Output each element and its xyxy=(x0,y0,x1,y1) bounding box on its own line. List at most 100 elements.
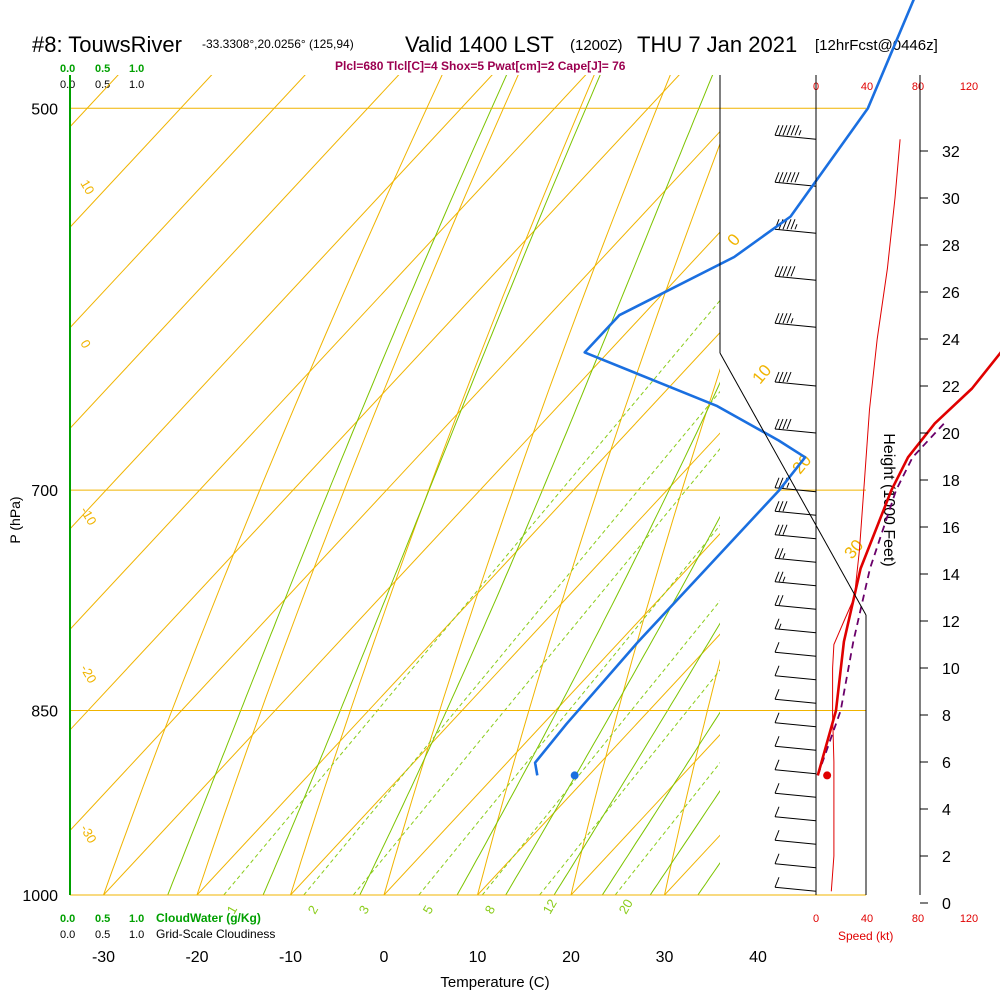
barb-feather xyxy=(787,125,791,135)
adiabat-label-3: -20 xyxy=(77,662,99,686)
isotherm--30 xyxy=(3,0,1000,1000)
height-tick-30: 30 xyxy=(942,191,960,208)
barb-half-feather xyxy=(799,130,801,135)
barb-feather xyxy=(791,266,795,276)
barb-staff xyxy=(775,182,816,186)
height-tick-18: 18 xyxy=(942,473,960,490)
mixing-line-12 xyxy=(540,0,1000,895)
wind-barb-14 xyxy=(775,548,816,562)
height-tick-24: 24 xyxy=(942,332,960,349)
barb-feather xyxy=(783,501,787,511)
barb-feather xyxy=(775,619,779,629)
adiabat-label-0: 10 xyxy=(77,177,97,197)
barb-feather xyxy=(787,372,791,382)
wind-barb-12 xyxy=(775,595,816,609)
mixing-label-6: 20 xyxy=(616,896,636,916)
barb-feather xyxy=(779,266,783,276)
surface-dew-dot xyxy=(571,771,579,779)
barb-half-feather xyxy=(787,483,789,488)
barb-feather xyxy=(787,313,791,323)
height-tick-28: 28 xyxy=(942,238,960,255)
barb-staff xyxy=(775,699,816,703)
mixing-line-5 xyxy=(419,0,1000,895)
dry-adiabat--10 xyxy=(274,0,974,950)
speed-tick-top-3: 120 xyxy=(960,81,978,93)
adiabat-label-2: -10 xyxy=(77,504,99,528)
barb-feather xyxy=(783,372,787,382)
x-tick-10: 10 xyxy=(469,949,487,966)
speed-tick-top-1: 40 xyxy=(861,81,873,93)
isotherm-20 xyxy=(470,0,1000,1000)
speed-tick-bottom-1: 40 xyxy=(861,913,873,925)
p-tick-700: 700 xyxy=(31,483,58,500)
wind-barb-6 xyxy=(775,736,816,750)
barb-half-feather xyxy=(791,318,793,323)
cloudiness-tick-bottom-1: 0.5 xyxy=(95,929,110,941)
wind-barb-21 xyxy=(775,266,816,280)
barb-feather xyxy=(775,548,779,558)
barb-feather xyxy=(775,419,779,429)
barb-feather xyxy=(783,419,787,429)
barb-staff xyxy=(775,864,816,868)
wind-barb-18 xyxy=(775,419,816,433)
barb-staff xyxy=(775,382,816,386)
cloudwater-tick-top-1: 0.5 xyxy=(95,63,110,75)
barb-feather xyxy=(775,736,779,746)
cloudiness-tick-top-1: 0.5 xyxy=(95,79,110,91)
station-title: #8: TouwsRiver xyxy=(32,32,182,57)
x-axis-label: Temperature (C) xyxy=(440,974,549,991)
barb-feather xyxy=(775,525,779,535)
barb-feather xyxy=(779,501,783,511)
barb-feather xyxy=(783,125,787,135)
wind-barb-24 xyxy=(775,125,816,139)
wind-barb-7 xyxy=(775,713,816,727)
cloudwater-tick-top-2: 1.0 xyxy=(129,63,144,75)
barb-staff xyxy=(775,723,816,727)
mixing-label-1: 2 xyxy=(305,903,322,917)
barb-half-feather xyxy=(779,624,781,629)
adiabat-label-1: 0 xyxy=(77,337,94,351)
barb-half-feather xyxy=(783,553,785,558)
barb-feather xyxy=(783,172,787,182)
wind-barb-0 xyxy=(775,877,816,891)
sounding-profiles xyxy=(535,0,1000,779)
height-tick-22: 22 xyxy=(942,379,960,396)
height-tick-32: 32 xyxy=(942,144,960,161)
barb-feather xyxy=(791,219,795,229)
barb-feather xyxy=(783,313,787,323)
height-tick-0: 0 xyxy=(942,896,951,913)
barb-feather xyxy=(775,572,779,582)
barb-feather xyxy=(779,372,783,382)
cloudwater-tick-bottom-2: 1.0 xyxy=(129,913,144,925)
mixing-line-3 xyxy=(353,0,1000,895)
isotherm-30 xyxy=(564,0,1000,1000)
cloudwater-tick-bottom-0: 0.0 xyxy=(60,913,75,925)
forecast-label: [12hrFcst@0446z] xyxy=(815,37,938,54)
barb-staff xyxy=(775,676,816,680)
x-tick--10: -10 xyxy=(279,949,302,966)
barb-feather xyxy=(791,172,795,182)
mixing-label-4: 8 xyxy=(482,903,499,917)
barb-feather xyxy=(775,830,779,840)
height-tick-6: 6 xyxy=(942,755,951,772)
height-tick-16: 16 xyxy=(942,520,960,537)
barb-feather xyxy=(783,266,787,276)
y-axis-label: P (hPa) xyxy=(7,496,23,543)
isotherm--20 xyxy=(96,0,1000,1000)
tropopause-edge xyxy=(720,353,866,615)
temperature-line xyxy=(818,0,1000,775)
height-tick-2: 2 xyxy=(942,849,951,866)
barb-feather xyxy=(775,266,779,276)
barb-feather xyxy=(775,372,779,382)
wind-barb-16 xyxy=(775,501,816,515)
wind-barb-10 xyxy=(775,642,816,656)
wind-barb-1 xyxy=(775,854,816,868)
surface-temp-dot xyxy=(823,771,831,779)
barb-feather xyxy=(795,125,799,135)
wind-barb-2 xyxy=(775,830,816,844)
